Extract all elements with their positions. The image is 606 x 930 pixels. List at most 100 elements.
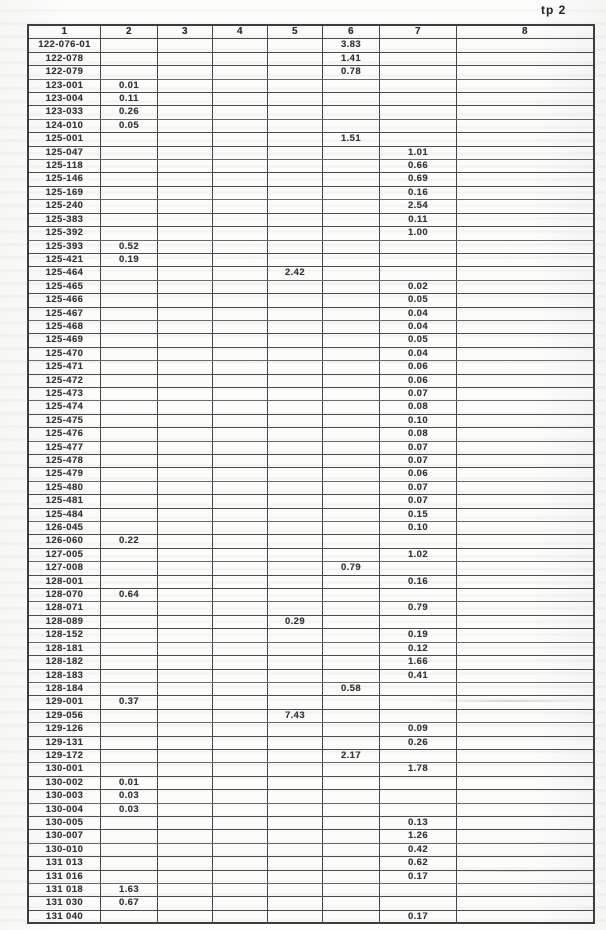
- empty-cell: [268, 803, 323, 816]
- empty-cell: [268, 736, 323, 749]
- empty-cell: [101, 669, 158, 682]
- empty-cell: [101, 642, 158, 656]
- table-row: 125-481 0.07: [29, 495, 593, 509]
- empty-cell: [158, 213, 213, 227]
- empty-cell: [323, 535, 380, 548]
- table-row: 130-001 1.78: [29, 763, 593, 777]
- empty-cell: [158, 374, 213, 387]
- empty-cell: [213, 857, 268, 870]
- empty-cell: [213, 522, 268, 535]
- empty-cell: [158, 870, 213, 883]
- empty-cell: [457, 401, 593, 413]
- empty-cell: [457, 616, 593, 628]
- empty-cell: [213, 870, 268, 883]
- empty-cell: [268, 830, 323, 843]
- table-row: 127-005 1.02: [29, 548, 593, 563]
- empty-cell: [457, 173, 593, 185]
- table-row: 123-004 0.11: [29, 93, 593, 107]
- empty-cell: [101, 347, 158, 361]
- empty-cell: [213, 682, 268, 696]
- value-cell: 1.02: [380, 548, 457, 562]
- empty-cell: [268, 227, 323, 240]
- empty-cell: [268, 414, 323, 428]
- empty-cell: [323, 294, 380, 307]
- table-row: 129-126 0.09: [29, 723, 593, 737]
- empty-cell: [323, 160, 380, 173]
- empty-cell: [213, 106, 268, 119]
- table-row: 125-240 2.54: [29, 200, 593, 214]
- empty-cell: [213, 414, 268, 428]
- empty-cell: [323, 642, 380, 656]
- value-cell: 0.10: [380, 414, 457, 428]
- row-label: 125-478: [29, 455, 101, 468]
- value-cell: 0.15: [380, 508, 457, 522]
- row-label: 124-010: [29, 119, 101, 133]
- empty-cell: [457, 844, 593, 856]
- empty-cell: [457, 147, 593, 159]
- table-row: 125-421 0.19: [29, 253, 593, 268]
- empty-cell: [457, 830, 593, 842]
- value-cell: 0.29: [268, 615, 323, 629]
- empty-cell: [213, 93, 268, 106]
- empty-cell: [101, 401, 158, 414]
- empty-cell: [213, 629, 268, 642]
- empty-cell: [268, 562, 323, 575]
- empty-cell: [380, 240, 457, 253]
- value-cell: 0.41: [380, 669, 457, 682]
- row-label: 128-181: [29, 642, 101, 656]
- value-cell: 2.17: [323, 749, 380, 763]
- empty-cell: [213, 52, 268, 66]
- empty-cell: [158, 910, 213, 925]
- empty-cell: [268, 79, 323, 93]
- empty-cell: [213, 562, 268, 575]
- empty-cell: [268, 213, 323, 227]
- empty-cell: [457, 670, 593, 682]
- empty-cell: [158, 294, 213, 307]
- empty-cell: [268, 723, 323, 736]
- empty-cell: [457, 428, 593, 440]
- empty-cell: [268, 481, 323, 495]
- empty-cell: [380, 790, 457, 803]
- empty-cell: [380, 267, 457, 280]
- value-cell: 0.07: [380, 455, 457, 468]
- empty-cell: [323, 387, 380, 401]
- value-cell: 7.43: [268, 709, 323, 723]
- empty-cell: [158, 455, 213, 468]
- empty-cell: [268, 669, 323, 682]
- table-row: 128-183 0.41: [29, 669, 593, 683]
- empty-cell: [457, 723, 593, 735]
- empty-cell: [323, 200, 380, 213]
- column-header: 2: [101, 26, 158, 39]
- empty-cell: [457, 39, 593, 51]
- empty-cell: [457, 160, 593, 172]
- empty-cell: [101, 307, 158, 320]
- empty-cell: [380, 615, 457, 629]
- empty-cell: [323, 119, 380, 133]
- empty-cell: [213, 160, 268, 173]
- empty-cell: [101, 830, 158, 843]
- value-cell: 0.17: [380, 870, 457, 883]
- row-label: 130-001: [29, 763, 101, 776]
- row-label: 125-169: [29, 186, 101, 200]
- row-label: 125-472: [29, 374, 101, 387]
- empty-cell: [457, 227, 593, 239]
- empty-cell: [158, 52, 213, 66]
- empty-cell: [213, 280, 268, 294]
- empty-cell: [457, 790, 593, 802]
- empty-cell: [101, 227, 158, 240]
- empty-cell: [213, 830, 268, 843]
- row-label: 125-471: [29, 361, 101, 374]
- empty-cell: [323, 106, 380, 119]
- empty-cell: [268, 816, 323, 830]
- empty-cell: [380, 93, 457, 106]
- empty-cell: [268, 173, 323, 186]
- table-row: 131 013 0.62: [29, 857, 593, 871]
- empty-cell: [323, 803, 380, 816]
- value-cell: 0.01: [101, 776, 158, 790]
- empty-cell: [158, 173, 213, 186]
- value-cell: 0.78: [323, 66, 380, 79]
- empty-cell: [213, 843, 268, 857]
- value-cell: 0.03: [101, 803, 158, 816]
- empty-cell: [268, 146, 323, 160]
